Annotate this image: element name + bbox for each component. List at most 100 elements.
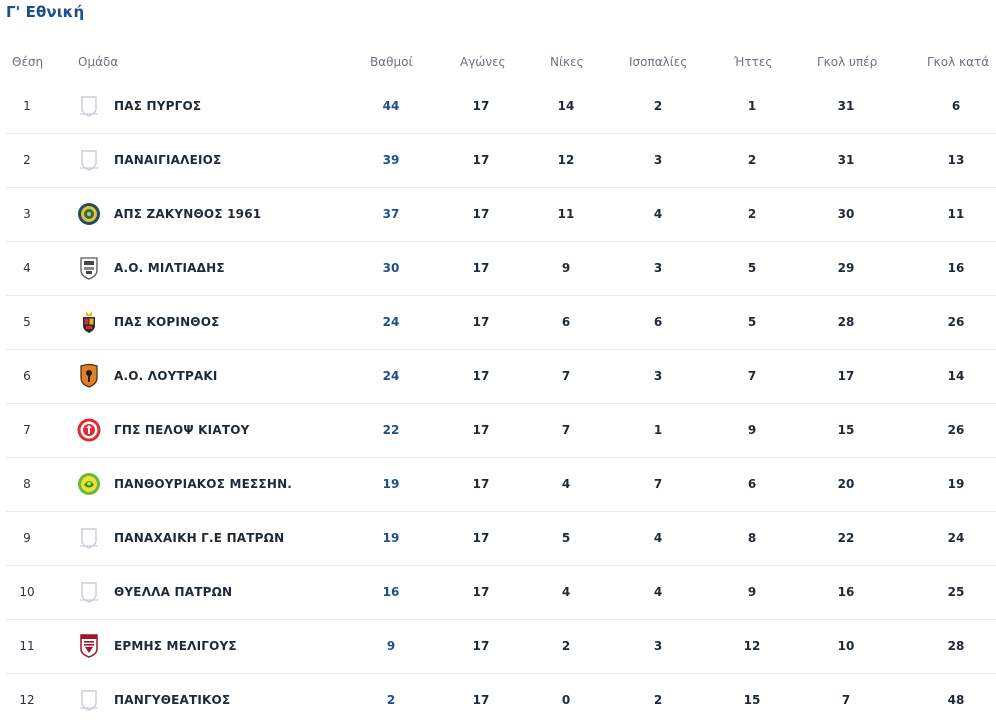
wins-cell: 4 xyxy=(561,585,571,599)
header-draws: Ισοπαλίες xyxy=(629,55,688,69)
points-cell: 16 xyxy=(382,585,400,599)
games-cell: 17 xyxy=(472,585,490,599)
team-name[interactable]: ΠΑΝΓΥΘΕΑΤΙΚΟΣ xyxy=(114,693,231,707)
table-row[interactable]: 7 ΓΠΣ ΠΕΛΟΨ ΚΙΑΤΟΥ 22 17 7 1 9 15 26 xyxy=(6,404,996,458)
wins-cell: 9 xyxy=(561,261,571,275)
goals-against-cell: 11 xyxy=(947,207,965,221)
draws-cell: 3 xyxy=(653,261,663,275)
wins-cell: 5 xyxy=(561,531,571,545)
header-goals-against: Γκολ κατά xyxy=(927,55,990,69)
goals-for-cell: 29 xyxy=(837,261,855,275)
goals-against-cell: 13 xyxy=(947,153,965,167)
wins-cell: 4 xyxy=(561,477,571,491)
position-cell: 2 xyxy=(23,153,31,167)
goals-against-cell: 19 xyxy=(947,477,965,491)
korinthos-crest-icon xyxy=(76,309,102,335)
goals-against-cell: 25 xyxy=(947,585,965,599)
games-cell: 17 xyxy=(472,369,490,383)
losses-cell: 2 xyxy=(747,153,757,167)
loutraki-crest-icon xyxy=(76,363,102,389)
points-cell: 30 xyxy=(382,261,400,275)
table-row[interactable]: 1 ΠΑΣ ΠΥΡΓΟΣ 44 17 14 2 1 31 6 xyxy=(6,80,996,134)
draws-cell: 4 xyxy=(653,585,663,599)
placeholder-crest-icon xyxy=(76,687,102,713)
draws-cell: 3 xyxy=(653,153,663,167)
team-name[interactable]: ΠΑΝΘΟΥΡΙΑΚΟΣ ΜΕΣΣΗΝ. xyxy=(114,477,293,491)
team-name[interactable]: ΑΠΣ ΖΑΚΥΝΘΟΣ 1961 xyxy=(114,207,262,221)
draws-cell: 3 xyxy=(653,639,663,653)
losses-cell: 7 xyxy=(747,369,757,383)
team-name[interactable]: ΓΠΣ ΠΕΛΟΨ ΚΙΑΤΟΥ xyxy=(114,423,250,437)
games-cell: 17 xyxy=(472,99,490,113)
wins-cell: 11 xyxy=(557,207,575,221)
goals-for-cell: 31 xyxy=(837,153,855,167)
header-games: Αγώνες xyxy=(460,55,506,69)
team-name[interactable]: ΠΑΝΑΙΓΙΑΛΕΙΟΣ xyxy=(114,153,222,167)
placeholder-crest-icon xyxy=(76,147,102,173)
points-cell: 22 xyxy=(382,423,400,437)
goals-for-cell: 30 xyxy=(837,207,855,221)
team-name[interactable]: ΠΑΣ ΚΟΡΙΝΘΟΣ xyxy=(114,315,220,329)
wins-cell: 14 xyxy=(557,99,575,113)
placeholder-crest-icon xyxy=(76,93,102,119)
team-name[interactable]: ΕΡΜΗΣ ΜΕΛΙΓΟΥΣ xyxy=(114,639,237,653)
wins-cell: 7 xyxy=(561,369,571,383)
wins-cell: 0 xyxy=(561,693,571,707)
draws-cell: 2 xyxy=(653,99,663,113)
points-cell: 24 xyxy=(382,369,400,383)
position-cell: 9 xyxy=(23,531,31,545)
position-cell: 6 xyxy=(23,369,31,383)
team-name[interactable]: ΠΑΝΑΧΑΙΚΗ Γ.Ε ΠΑΤΡΩΝ xyxy=(114,531,285,545)
position-cell: 4 xyxy=(23,261,31,275)
header-losses: Ήττες xyxy=(734,55,773,69)
points-cell: 24 xyxy=(382,315,400,329)
goals-against-cell: 24 xyxy=(947,531,965,545)
goals-for-cell: 10 xyxy=(837,639,855,653)
draws-cell: 2 xyxy=(653,693,663,707)
team-name[interactable]: Α.Ο. ΛΟΥΤΡΑΚΙ xyxy=(114,369,218,383)
placeholder-crest-icon xyxy=(76,525,102,551)
position-cell: 11 xyxy=(19,639,35,653)
games-cell: 17 xyxy=(472,477,490,491)
points-cell: 19 xyxy=(382,531,400,545)
table-row[interactable]: 2 ΠΑΝΑΙΓΙΑΛΕΙΟΣ 39 17 12 3 2 31 13 xyxy=(6,134,996,188)
table-row[interactable]: 11 ΕΡΜΗΣ ΜΕΛΙΓΟΥΣ 9 17 2 3 12 10 28 xyxy=(6,620,996,674)
ermis-crest-icon xyxy=(76,633,102,659)
losses-cell: 6 xyxy=(747,477,757,491)
losses-cell: 5 xyxy=(747,261,757,275)
team-name[interactable]: ΘΥΕΛΛΑ ΠΑΤΡΩΝ xyxy=(114,585,233,599)
standings-table: Θέση Ομάδα Βαθμοί Αγώνες Νίκες Ισοπαλίες… xyxy=(0,44,996,727)
position-cell: 10 xyxy=(19,585,35,599)
table-row[interactable]: 6 Α.Ο. ΛΟΥΤΡΑΚΙ 24 17 7 3 7 17 14 xyxy=(6,350,996,404)
table-row[interactable]: 12 ΠΑΝΓΥΘΕΑΤΙΚΟΣ 2 17 0 2 15 7 48 xyxy=(6,674,996,727)
page-title: Γ' Εθνική xyxy=(6,3,85,21)
draws-cell: 6 xyxy=(653,315,663,329)
games-cell: 17 xyxy=(472,639,490,653)
header-goals-for: Γκολ υπέρ xyxy=(817,55,878,69)
goals-for-cell: 7 xyxy=(841,693,851,707)
table-row[interactable]: 4 Α.Ο. ΜΙΛΤΙΑΔΗΣ 30 17 9 3 5 29 16 xyxy=(6,242,996,296)
table-row[interactable]: 8 ΠΑΝΘΟΥΡΙΑΚΟΣ ΜΕΣΣΗΝ. 19 17 4 7 6 20 19 xyxy=(6,458,996,512)
team-name[interactable]: ΠΑΣ ΠΥΡΓΟΣ xyxy=(114,99,202,113)
panthouriakos-crest-icon xyxy=(76,471,102,497)
table-row[interactable]: 9 ΠΑΝΑΧΑΙΚΗ Γ.Ε ΠΑΤΡΩΝ 19 17 5 4 8 22 24 xyxy=(6,512,996,566)
goals-for-cell: 17 xyxy=(837,369,855,383)
goals-for-cell: 15 xyxy=(837,423,855,437)
table-row[interactable]: 10 ΘΥΕΛΛΑ ΠΑΤΡΩΝ 16 17 4 4 9 16 25 xyxy=(6,566,996,620)
wins-cell: 6 xyxy=(561,315,571,329)
team-name[interactable]: Α.Ο. ΜΙΛΤΙΑΔΗΣ xyxy=(114,261,225,275)
games-cell: 17 xyxy=(472,423,490,437)
header-wins: Νίκες xyxy=(550,55,584,69)
table-row[interactable]: 3 ΑΠΣ ΖΑΚΥΝΘΟΣ 1961 37 17 11 4 2 30 11 xyxy=(6,188,996,242)
games-cell: 17 xyxy=(472,531,490,545)
games-cell: 17 xyxy=(472,153,490,167)
wins-cell: 7 xyxy=(561,423,571,437)
table-row[interactable]: 5 ΠΑΣ ΚΟΡΙΝΘΟΣ 24 17 6 6 5 28 26 xyxy=(6,296,996,350)
goals-against-cell: 26 xyxy=(947,315,965,329)
goals-against-cell: 16 xyxy=(947,261,965,275)
goals-for-cell: 31 xyxy=(837,99,855,113)
goals-against-cell: 28 xyxy=(947,639,965,653)
games-cell: 17 xyxy=(472,693,490,707)
zakynthos-crest-icon xyxy=(76,201,102,227)
losses-cell: 5 xyxy=(747,315,757,329)
